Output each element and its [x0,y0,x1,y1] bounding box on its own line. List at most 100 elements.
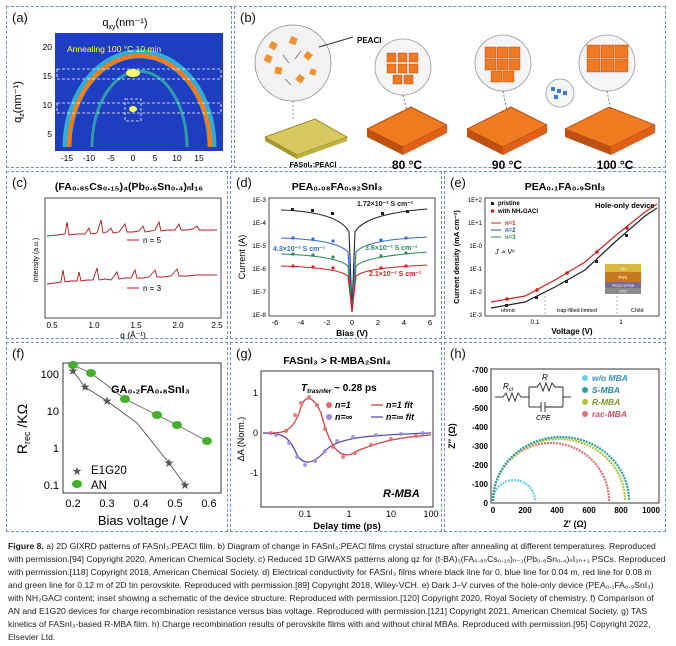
arc-rac-mba [491,441,611,502]
svg-text:-200: -200 [472,461,489,470]
panel-e-x-label: Voltage (V) [551,327,593,336]
svg-text:-700: -700 [472,366,489,375]
svg-text:0.1: 0.1 [44,480,59,492]
panel-d: (d) PEA₀.₀₈FA₀.₉₂SnI₃ Current (A) 1E-3 1… [230,171,442,339]
svg-text:1E-5: 1E-5 [252,243,266,250]
panel-b: (b) PEACl FASnI₃:PEACl [234,6,666,172]
legend-n1-fit: n=1 fit [386,400,414,410]
panel-f-x-label: Bias voltage / V [98,513,189,528]
stage-80-label: 80 °C [392,158,422,172]
jv-pristine [490,207,658,309]
svg-text:15: 15 [43,71,53,81]
legend-an: AN [91,480,107,492]
svg-text:10: 10 [43,100,53,110]
svg-text:10: 10 [47,406,59,418]
svg-text:10: 10 [172,153,182,163]
figure-caption: Figure 8. a) 2D GIXRD patterns of FASnI₃… [8,540,666,644]
svg-text:0.5: 0.5 [167,498,182,510]
legend-rac-mba: rac-MBA [592,409,627,419]
panel-a-label: (a) [12,10,28,25]
svg-text:15: 15 [194,153,204,163]
legend-n2: n=2 [505,228,516,234]
svg-text:1.5: 1.5 [130,321,142,330]
panel-e-y-label: Current density (mA cm⁻²) [452,210,461,304]
svg-text:PVK: PVK [618,275,627,280]
panel-d-label: (d) [236,175,252,190]
svg-text:-500: -500 [472,404,489,413]
series-label-n3: n = 3 [143,284,162,293]
panel-g-title: FASnI₃ > R-MBA₂SnI₄ [283,355,391,367]
panel-g-x-ticks: 0.1 1 10 100 [299,509,439,519]
svg-text:20: 20 [43,42,53,52]
panel-g-y-label: ΔA (Norm.) [236,417,246,462]
legend-n1: n=1 [335,400,351,410]
legend-ninf: n=∞ [335,412,353,422]
annot-red: 2.1×10⁻³ S cm⁻¹ [369,271,422,278]
svg-text:-2: -2 [324,318,331,327]
panel-f-y-ticks: 100 10 1 0.1 [41,369,59,492]
svg-text:2.5: 2.5 [211,321,223,330]
stage-100-label: 100 °C [597,158,634,172]
svg-text:0.1: 0.1 [530,319,539,326]
base-film [264,118,348,156]
caption-text: a) 2D GIXRD patterns of FASnI₃:PEACl fil… [8,541,666,642]
svg-text:1: 1 [619,319,623,326]
panel-h: (h) Z″ (Ω) -700 -600 -500 -400 -300 -200… [444,342,666,532]
svg-text:4: 4 [402,318,406,327]
svg-text:1E-4: 1E-4 [252,220,266,227]
svg-text:0: 0 [350,318,354,327]
svg-text:0: 0 [484,499,489,508]
svg-text:1E-1: 1E-1 [469,267,482,273]
svg-text:1E-3: 1E-3 [469,313,482,319]
series-label-n5: n = 5 [143,236,162,245]
legend-e1g20: E1G20 [91,465,127,477]
panel-e-title: PEA₀.₁FA₀.₉SnI₃ [525,181,606,193]
legend-pristine: pristine [498,201,520,207]
panel-f-x-ticks: 0.2 0.3 0.4 0.5 0.6 [65,498,216,510]
svg-text:ITO: ITO [619,289,627,294]
svg-text:1E+2: 1E+2 [468,198,483,204]
panel-h-y-label: Z″ (Ω) [447,423,457,449]
panel-c-title: (FA₀.₈₅Cs₀.₁₅)₄(Pb₀.₆Sn₀.₄)ₙI₁₆ [55,181,203,193]
device-stack-inset: Au PVK PEDOT:PSS ITO [605,264,641,294]
svg-text:2: 2 [376,318,380,327]
arc-s-mba [491,435,631,502]
panel-g-x-label: Delay time (ps) [313,521,381,532]
spectrum-n3 [46,267,217,285]
curve-red [280,264,428,313]
stage-90-label: 90 °C [492,158,522,172]
svg-text:1E-2: 1E-2 [469,290,482,296]
panel-d-title: PEA₀.₀₈FA₀.₉₂SnI₃ [292,181,383,193]
svg-text:PEDOT:PSS: PEDOT:PSS [612,283,635,288]
svg-text:6: 6 [428,318,432,327]
panel-e-label: (e) [450,175,466,190]
svg-text:★: ★ [72,466,82,478]
svg-text:-10: -10 [83,153,96,163]
svg-text:5: 5 [47,129,52,139]
svg-text:qz(nm⁻¹): qz(nm⁻¹) [12,81,26,123]
panel-a-top-axis: qxy(nm⁻¹) [102,17,147,31]
bragg-spot-1 [126,69,140,77]
svg-text:★: ★ [164,456,175,470]
panel-f-label: (f) [12,346,25,361]
panel-a: (a) qxy(nm⁻¹) qz(nm⁻¹) Annealing 100 °C … [6,6,232,168]
anneal-annotation: Annealing 100 °C 10 min [67,44,161,54]
legend-nh2gacl: with NH₂GACl [497,209,538,215]
arc-wo-mba [491,478,537,502]
panel-f-y-label: Rrec /KΩ [14,404,32,454]
svg-text:1: 1 [53,443,59,455]
svg-text:0.3: 0.3 [99,498,114,510]
svg-text:600: 600 [582,506,596,515]
precursor-bubble [254,24,332,102]
panel-c-x-label: q (Å⁻¹) [120,330,146,340]
svg-text:0.6: 0.6 [201,498,216,510]
panel-c-y-label: Intensity (a.u.) [33,238,40,282]
caption-figure-number: Figure 8. [8,541,44,551]
series-e1g20 [72,370,186,486]
panel-h-x-label: Z′ (Ω) [563,519,586,529]
panel-d-y-label: Current (A) [237,235,247,280]
panel-a-y-ticks: 20 15 10 5 [43,42,53,139]
svg-text:2.0: 2.0 [172,321,184,330]
bragg-spot-2 [129,106,137,112]
panel-f-chart: Rrec /KΩ 100 10 1 0.1 GA₀.₂FA₀.₈SnI₃ ★★★… [14,361,222,528]
